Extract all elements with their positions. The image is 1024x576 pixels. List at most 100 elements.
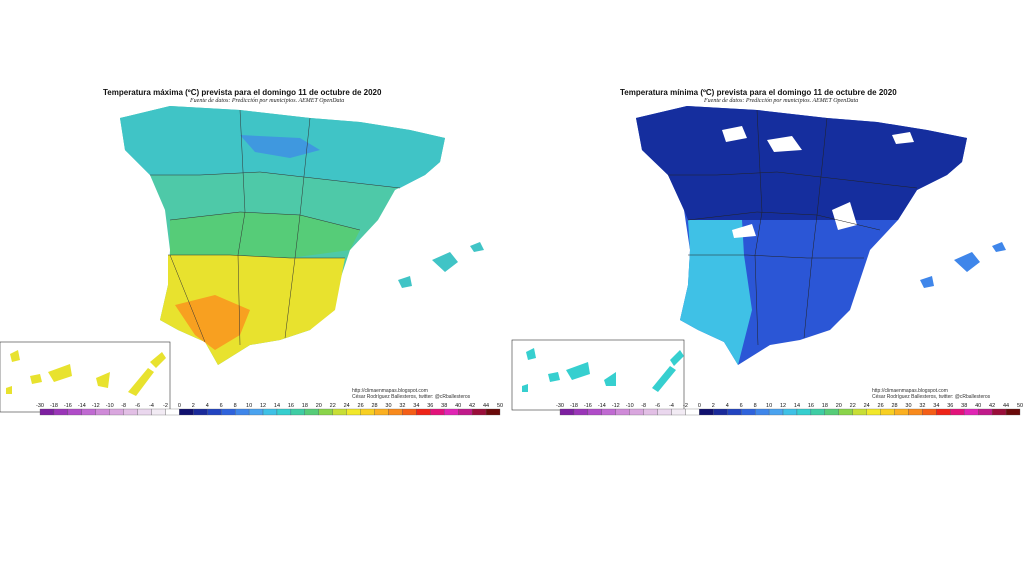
legend-swatch [235, 408, 250, 416]
legend-tick-label: 38 [441, 403, 447, 409]
legend-swatch [991, 408, 1007, 416]
canary-islands [6, 350, 166, 396]
legend-swatch [573, 408, 589, 416]
legend-swatch [657, 408, 672, 416]
legend-swatch [810, 408, 825, 416]
map-subtitle: Fuente de datos: Predicción por municipi… [704, 98, 859, 104]
legend-swatch [950, 408, 965, 416]
legend-tick-label: -14 [78, 403, 86, 409]
legend-tick-label: 18 [822, 403, 828, 409]
cantabrian-cool-zone [240, 135, 320, 158]
legend-tick-label: -4 [669, 403, 674, 409]
legend-tick-label: -14 [598, 403, 606, 409]
legend-tick-label: -8 [121, 403, 126, 409]
legend-swatch [485, 408, 501, 416]
legend-swatch [346, 408, 361, 416]
below-zero-patches [722, 126, 914, 238]
legend-tick-label: 44 [1003, 403, 1009, 409]
legend-tick-label: 16 [808, 403, 814, 409]
legend-tick-label: 4 [726, 403, 729, 409]
legend-swatch [796, 408, 812, 416]
legend-swatch [67, 408, 82, 416]
legend-tick-label: 14 [274, 403, 280, 409]
legend-swatch [866, 408, 881, 416]
legend-swatch [685, 408, 700, 416]
legend-tick-label: 22 [330, 403, 336, 409]
credit-url: http://climaenmapas.blogspot.com [872, 388, 948, 394]
canary-inset-frame [511, 339, 685, 411]
legend-tick-label: 6 [220, 403, 223, 409]
legend-tick-label: -12 [612, 403, 620, 409]
legend-tick-label: -10 [626, 403, 634, 409]
legend-swatch [908, 408, 923, 416]
north-dark-band [636, 106, 967, 220]
legend-tick-label: 28 [891, 403, 897, 409]
legend-swatch [221, 408, 236, 416]
map-subtitle: Fuente de datos: Predicción por municipi… [190, 98, 345, 104]
legend-swatch [151, 408, 166, 416]
legend-tick-label: 30 [905, 403, 911, 409]
legend-tick-label: 26 [358, 403, 364, 409]
legend-swatch [629, 408, 644, 416]
legend-swatch [262, 408, 278, 416]
legend-tick-label: 36 [427, 403, 433, 409]
legend-swatch [39, 408, 55, 416]
legend-tick-label: -6 [135, 403, 140, 409]
legend-swatch [53, 408, 69, 416]
province-boundaries [668, 109, 918, 346]
legend-swatch [615, 408, 630, 416]
credit-author: César Rodríguez Ballesteros, twitter: @c… [352, 394, 471, 400]
legend-tick-label: 0 [178, 403, 181, 409]
map-title: Temperatura máxima (ºC) prevista para el… [103, 88, 382, 97]
legend-swatch [430, 408, 445, 416]
legend-tick-label: 50 [1017, 403, 1023, 409]
legend-tick-label: 2 [712, 403, 715, 409]
legend-swatch [416, 408, 431, 416]
legend-swatch [922, 408, 937, 416]
legend-swatch [880, 408, 895, 416]
legend-swatch [559, 408, 575, 416]
legend-swatch [137, 408, 152, 416]
legend-swatch [458, 408, 473, 416]
legend-swatch [402, 408, 417, 416]
legend-swatch [109, 408, 124, 416]
legend-swatch [699, 408, 714, 416]
min-temperature-map: -30 -18 -16 -14 -12 -10 -8 -6 -4 -2 0 2 4 6 8 10 12 14 16 1… [511, 106, 1023, 416]
legend-tick-label: -30 [556, 403, 564, 409]
legend-tick-label: -2 [163, 403, 168, 409]
legend-tick-label: 42 [469, 403, 475, 409]
legend-tick-label: 26 [878, 403, 884, 409]
legend-tick-label: 28 [371, 403, 377, 409]
legend-tick-label: 2 [192, 403, 195, 409]
legend-swatch [936, 408, 951, 416]
legend-tick-label: 40 [455, 403, 461, 409]
legend-tick-label: 40 [975, 403, 981, 409]
central-band [170, 212, 360, 258]
legend-swatch [768, 408, 784, 416]
legend-swatch [318, 408, 333, 416]
west-cyan-band [680, 220, 752, 365]
legend-tick-label: 20 [316, 403, 322, 409]
legend-tick-label: 8 [754, 403, 757, 409]
legend-tick-label: 24 [344, 403, 350, 409]
legend-tick-label: -16 [584, 403, 592, 409]
legend-swatch [1005, 408, 1021, 416]
legend-tick-label: 16 [288, 403, 294, 409]
legend-swatch [332, 408, 347, 416]
legend-tick-label: -30 [36, 403, 44, 409]
balearic-islands [398, 242, 484, 288]
legend-swatch [165, 408, 180, 416]
legend-bar: -30 -18 -16 -14 -12 -10 -8 -6 -4 -2 0 2 4 6 8 10 12 14 16 1… [556, 403, 1023, 416]
max-temperature-map: -30 -18 -16 -14 -12 -10 -8 -6 -4 -2 0 2 4 6 8 10 12 14 16 1… [0, 106, 503, 416]
legend-tick-label: 44 [483, 403, 489, 409]
map-title: Temperatura mínima (ºC) prevista para el… [620, 88, 897, 97]
legend-swatch [727, 408, 742, 416]
legend-tick-label: 30 [385, 403, 391, 409]
legend-swatch [179, 408, 194, 416]
legend-swatch [471, 408, 487, 416]
legend-swatch [824, 408, 839, 416]
legend-tick-label: 12 [260, 403, 266, 409]
max-temperature-map-panel: Temperatura máxima (ºC) prevista para el… [0, 80, 510, 420]
legend-swatch [587, 408, 602, 416]
legend-swatch [276, 408, 292, 416]
